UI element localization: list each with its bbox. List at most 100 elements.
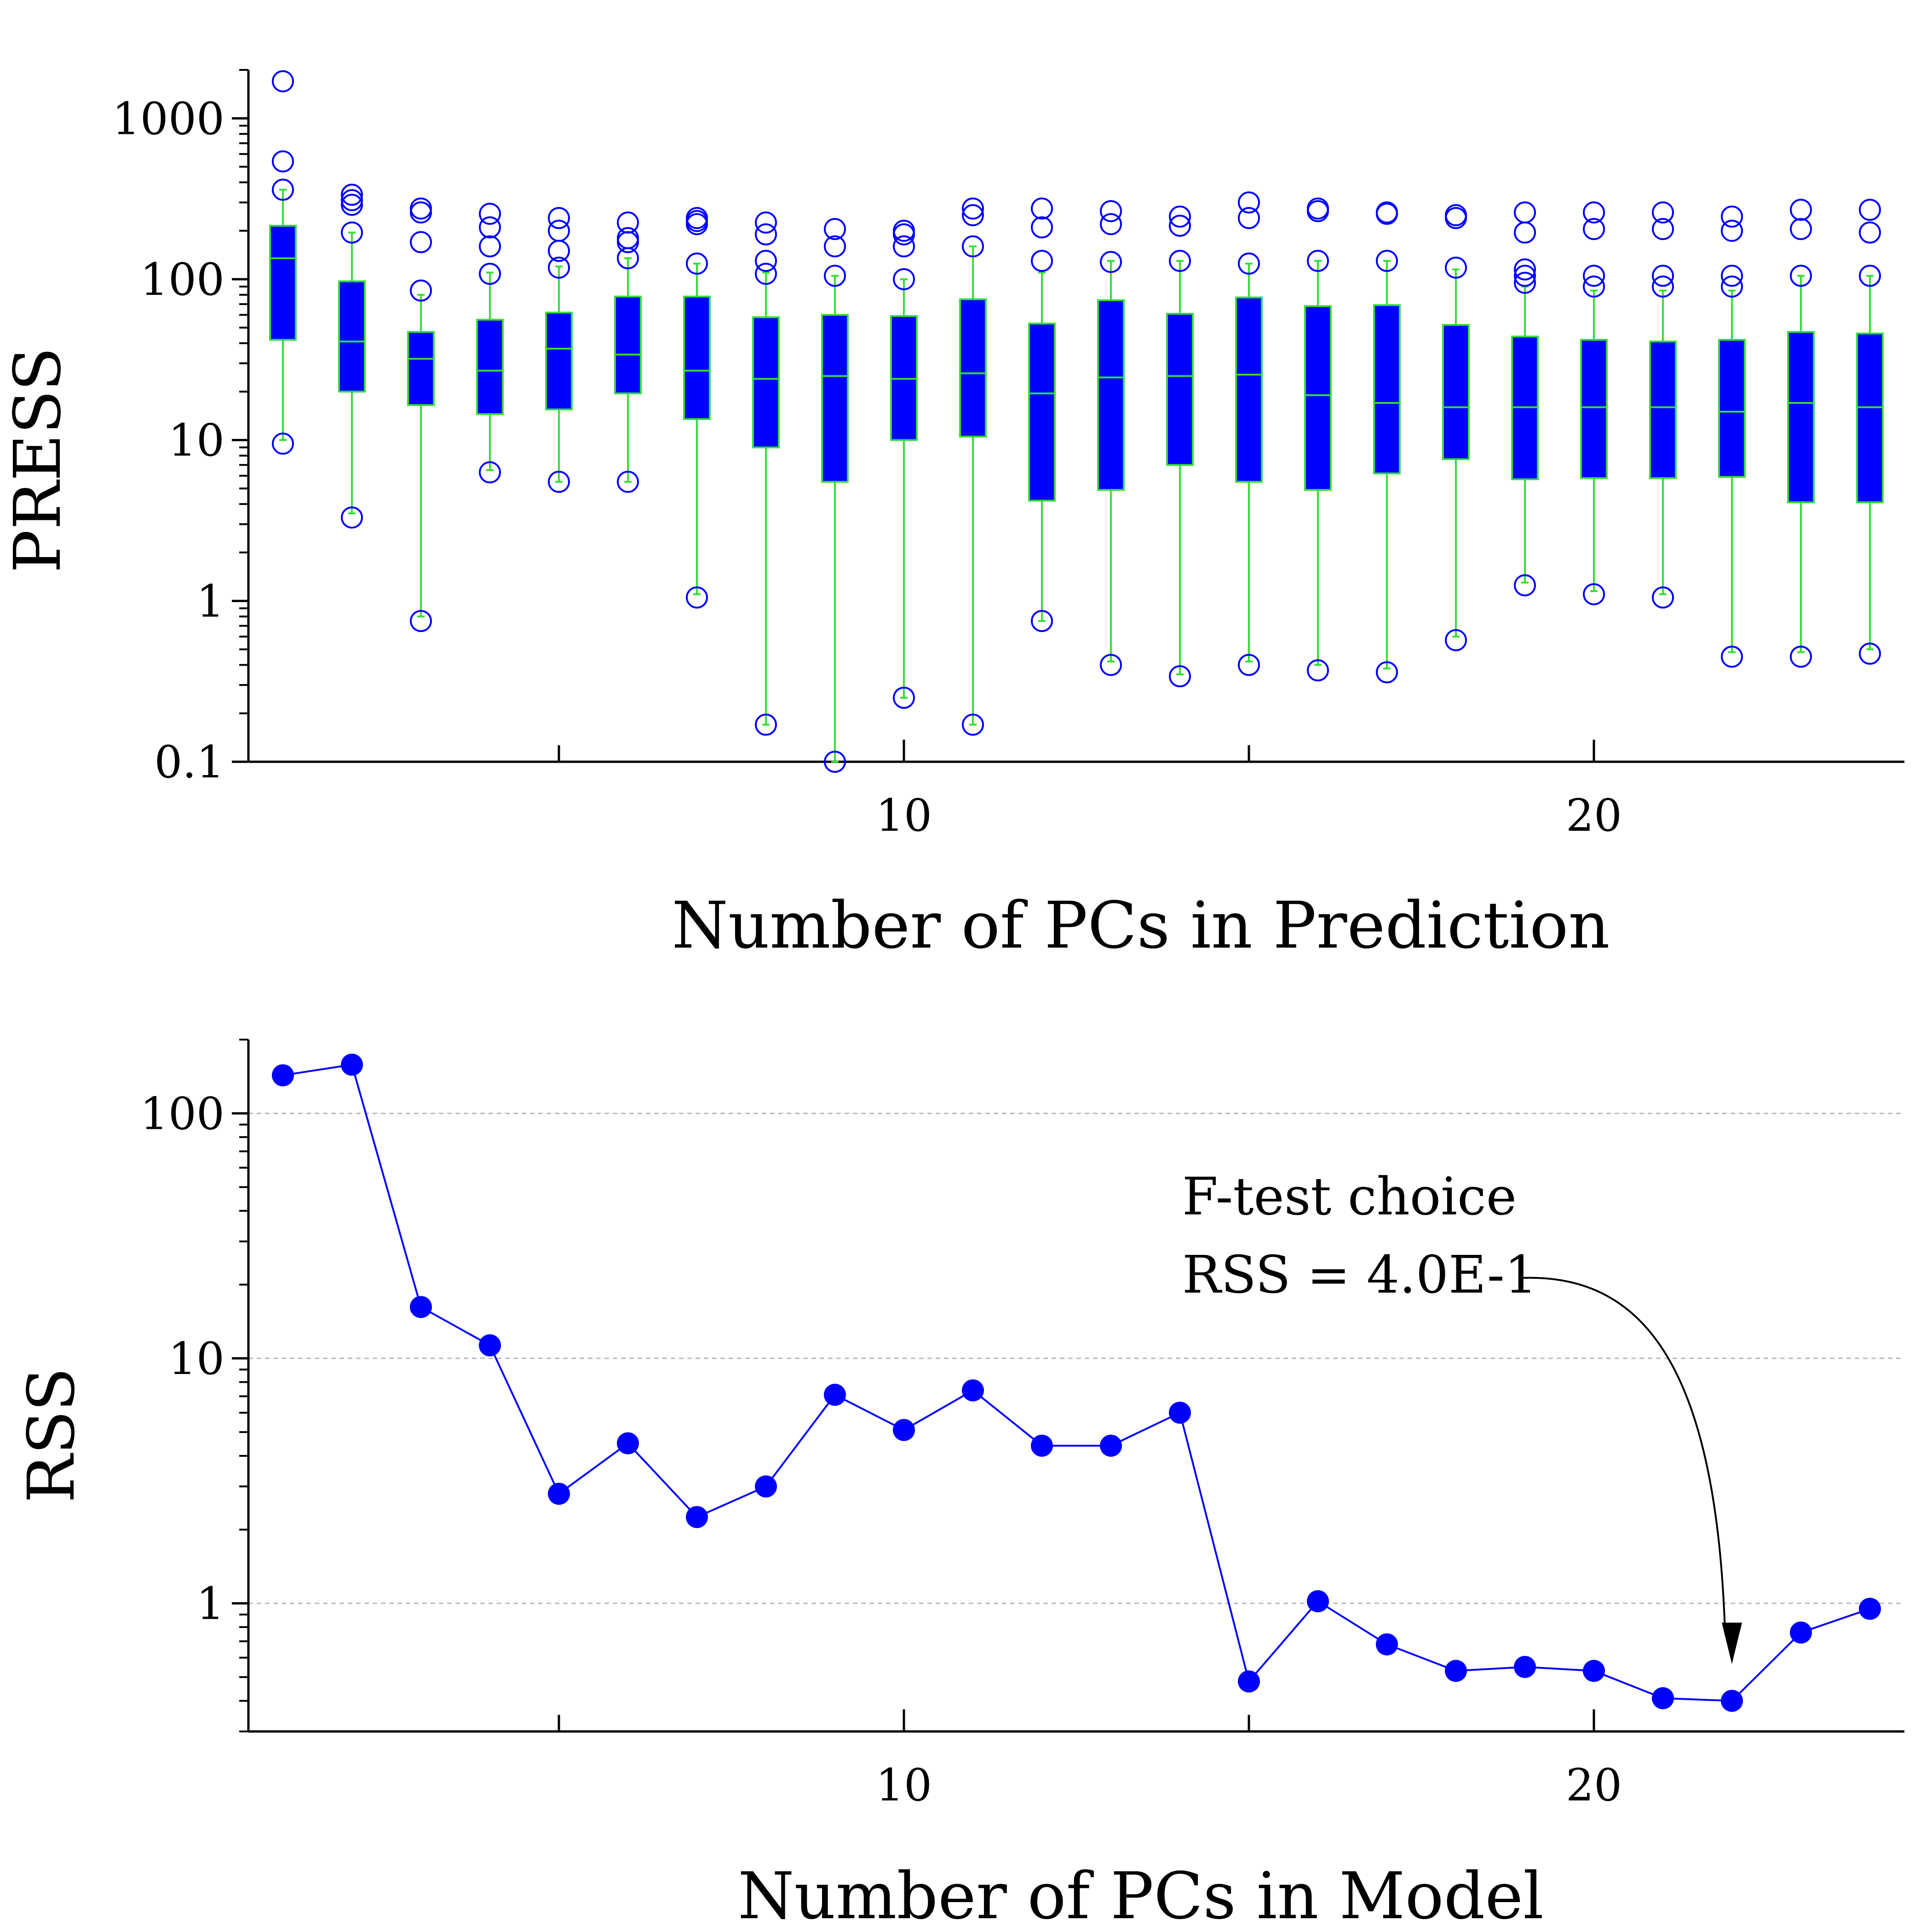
data-point [962,1379,984,1402]
box-outlier [1652,201,1674,224]
box-outlier [1583,583,1605,605]
box-iqr [1649,340,1677,479]
box-outlier [1790,264,1812,287]
box-outlier [893,268,915,290]
data-point [893,1419,915,1441]
box-iqr [1373,304,1401,475]
box-outlier [1514,201,1536,224]
box-outlier [1307,250,1329,272]
box-outlier [479,202,501,225]
box-outlier [1721,275,1743,298]
box-iqr [1166,313,1194,466]
box-outlier [479,216,501,239]
box-outlier [1514,574,1536,597]
data-point [1031,1434,1053,1457]
box-outlier [1721,645,1743,668]
box-outlier [1100,213,1122,236]
box-outlier [1376,661,1398,684]
x-axis-title: Number of PCs in Model [738,1859,1544,1932]
box-outlier [1859,199,1881,221]
data-point [1583,1660,1605,1682]
box-iqr [683,295,711,420]
box-iqr [1787,331,1815,504]
data-point [1859,1598,1881,1620]
box-iqr [269,224,297,341]
box-iqr [821,314,849,483]
y-axis-title: RSS [14,1368,89,1503]
box-outlier [1583,264,1605,287]
box-iqr [752,316,780,448]
y-tick-label: 10 [168,1333,224,1385]
box-outlier [1790,218,1812,240]
box-outlier [755,263,777,285]
x-tick-label: 10 [876,1760,932,1811]
data-point [686,1506,708,1528]
box-outlier [962,204,984,226]
annotation-arrow-line [1522,1276,1726,1632]
box-iqr [476,319,504,415]
data-point [824,1384,846,1406]
box-outlier [755,211,777,234]
box-iqr [1235,296,1263,483]
box-outlier [1514,221,1536,244]
data-point [479,1334,501,1357]
press-boxplot-chart: 0.1 1 10 100 1000 10 20 Number of PCs in Predic… [0,69,1904,963]
box-outlier [617,231,639,253]
box-outlier [548,471,570,493]
data-point [548,1483,570,1505]
box-outlier [1031,216,1053,239]
data-point [1514,1656,1536,1678]
box-outlier [962,235,984,258]
box-iqr [407,331,435,406]
x-tick-label: 20 [1566,790,1622,841]
box-outlier [1169,205,1191,228]
data-point [272,1064,294,1087]
data-point [1238,1670,1260,1693]
y-tick-label: 1000 [112,93,224,144]
y-tick-label: 100 [140,254,224,305]
rss-line-chart: 1 10 100 10 20 Number of PCs in Model RSS F-tes… [14,1039,1904,1932]
box-outlier [272,432,294,455]
box-outlier [962,713,984,736]
box-outlier [1169,250,1191,272]
x-axis-title: Number of PCs in Prediction [672,888,1610,963]
box-outlier [1100,251,1122,273]
data-point [1721,1690,1743,1712]
box-outlier [410,231,432,253]
box-outlier [893,686,915,709]
box-outlier [1169,214,1191,237]
box-outlier [617,211,639,234]
box-outlier [1445,629,1467,651]
box-iqr [1580,339,1608,479]
box-outlier [1031,250,1053,272]
box-outlier [1790,645,1812,668]
box-outlier [824,235,846,258]
annotation-line1: F-test choice [1182,1167,1517,1227]
box-outlier [1652,264,1674,287]
box-outlier [686,207,708,229]
box-outlier [272,70,294,92]
box-outlier [1583,275,1605,298]
box-iqr [1028,322,1056,502]
box-outlier [1100,200,1122,222]
box-outlier [686,253,708,275]
box-outlier [1859,642,1881,665]
box-outlier [686,586,708,609]
box-outlier [410,279,432,302]
box-outlier [1721,264,1743,287]
box-outlier [1652,218,1674,240]
x-tick-label: 10 [876,790,932,841]
annotation-arrowhead [1722,1622,1742,1664]
box-outlier [962,197,984,220]
box-iqr [1304,305,1332,491]
box-outlier [1514,264,1536,287]
series-line [282,1064,1870,1702]
box-outlier [1514,258,1536,281]
y-axis-title: PRESS [0,347,75,573]
box-outlier [548,219,570,242]
box-outlier [272,178,294,201]
data-point [341,1053,363,1076]
box-outlier [410,197,432,220]
box-outlier [1238,207,1260,229]
